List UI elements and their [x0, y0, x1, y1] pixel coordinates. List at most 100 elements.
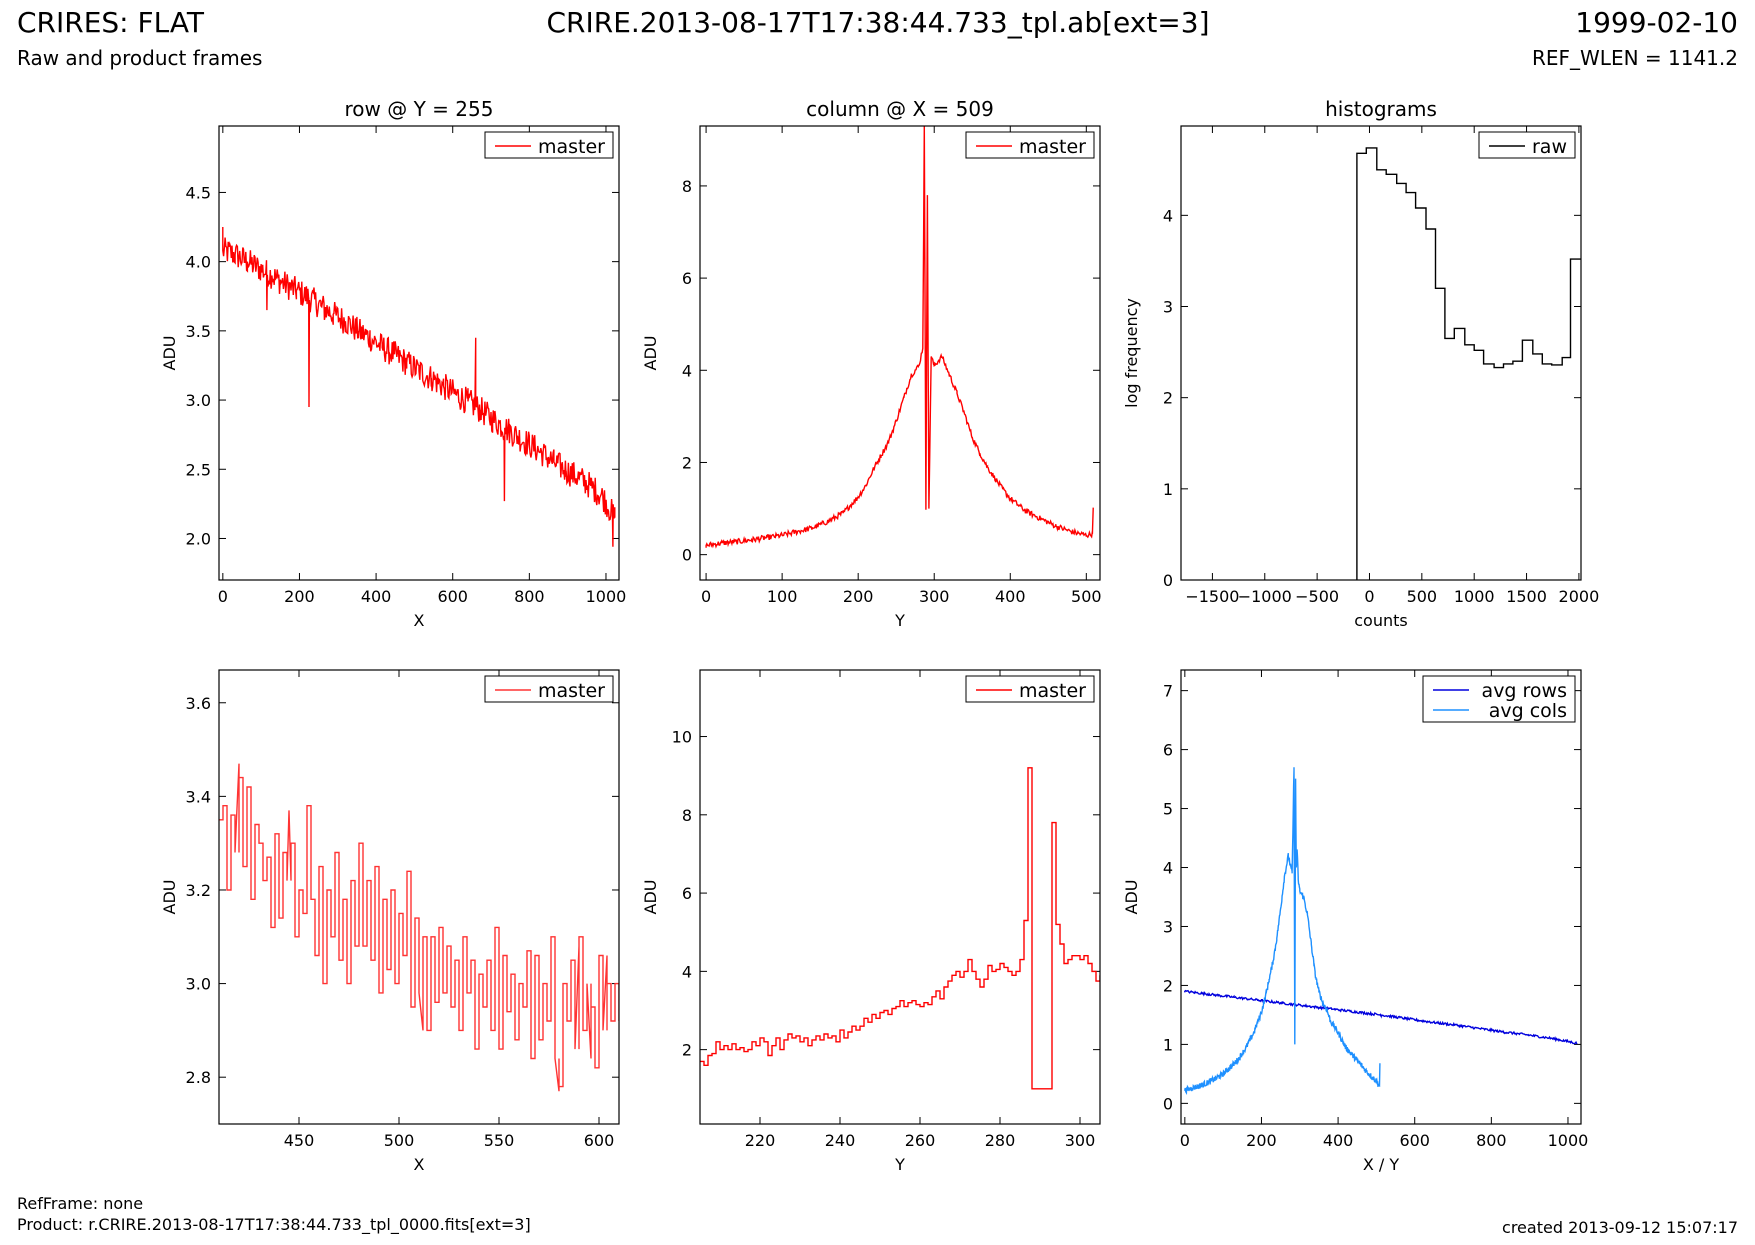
x-tick-label: 240 [825, 1131, 856, 1150]
series-line-master [219, 763, 619, 1092]
legend: master [965, 131, 1095, 159]
legend-label: avg rows [1482, 680, 1567, 702]
y-tick-label: 4 [682, 962, 692, 981]
file-title: CRIRE.2013-08-17T17:38:44.733_tpl.ab[ext… [546, 6, 1210, 39]
chart-row-full: row @ Y = 255 X ADU 0 200 400 600 800 1000 2.0 2.5… [160, 97, 626, 630]
x-tick-label: 200 [1246, 1131, 1277, 1150]
x-tick-label: −1500 [1185, 587, 1239, 606]
x-axis-label: X [414, 1155, 425, 1174]
y-axis-label: ADU [160, 880, 179, 915]
x-axis-label: X / Y [1363, 1155, 1400, 1174]
x-tick-label: 1500 [1506, 587, 1547, 606]
x-tick-label: 1000 [586, 587, 627, 606]
y-tick-label: 0 [682, 546, 692, 565]
chart-col-full: column @ X = 509 Y ADU 0 100 200 300 400 500 0 2 4 6… [641, 97, 1102, 630]
x-tick-label: 500 [1071, 587, 1102, 606]
x-tick-label: 0 [1364, 587, 1374, 606]
plot-frame [1180, 125, 1582, 581]
y-tick-label: 2 [682, 453, 692, 472]
date-label: 1999-02-10 [1575, 6, 1738, 39]
plot-frame [699, 125, 1101, 581]
y-tick-label: 3 [1163, 298, 1173, 317]
x-tick-label: 0 [218, 587, 228, 606]
ref-frame-label: RefFrame: none [17, 1194, 144, 1213]
plot-frame [218, 125, 620, 581]
y-tick-label: 2 [1163, 976, 1173, 995]
x-tick-label: 0 [1180, 1131, 1190, 1150]
x-tick-label: 500 [1407, 587, 1438, 606]
series-line-master [705, 126, 1094, 549]
legend: raw [1478, 131, 1576, 159]
legend: master [484, 675, 614, 703]
x-tick-label: 450 [284, 1131, 315, 1150]
page-title: CRIRES: FLAT [17, 6, 204, 39]
legend-box [1478, 131, 1576, 159]
legend-label: avg cols [1489, 700, 1567, 722]
y-tick-label: 3.0 [186, 391, 211, 410]
series-group [700, 767, 1100, 1090]
y-tick-label: 6 [682, 884, 692, 903]
legend: master [484, 131, 614, 159]
page-subtitle: Raw and product frames [17, 46, 263, 70]
plot-frame [218, 669, 620, 1125]
x-tick-label: 400 [995, 587, 1026, 606]
y-tick-label: 0 [1163, 1094, 1173, 1113]
legend-label: master [1019, 136, 1086, 158]
y-tick-label: 3.5 [186, 322, 211, 341]
x-tick-label: −500 [1295, 587, 1339, 606]
legend: master [965, 675, 1095, 703]
x-tick-label: 0 [701, 587, 711, 606]
series-group [1356, 147, 1581, 580]
chart-avg: X / Y ADU 0 200 400 600 800 1000 0 1 2 3 4 5 6 7 avg row… [1122, 669, 1589, 1174]
y-axis-label: ADU [160, 336, 179, 371]
chart-col-zoom: Y ADU 220 240 260 280 300 2 4 6 8 10 master [641, 669, 1101, 1174]
y-tick-label: 3.0 [186, 975, 211, 994]
series-line-raw [1356, 147, 1581, 580]
y-tick-label: 2.0 [186, 529, 211, 548]
legend-label: raw [1532, 136, 1567, 158]
y-tick-label: 1 [1163, 480, 1173, 499]
x-tick-label: 260 [905, 1131, 936, 1150]
y-tick-label: 2.5 [186, 460, 211, 479]
y-tick-label: 6 [1163, 741, 1173, 760]
legend-box [484, 675, 614, 703]
legend-box [484, 131, 614, 159]
series-line-avg-cols [1184, 767, 1381, 1096]
plot-frame [699, 669, 1101, 1125]
y-tick-label: 4 [1163, 859, 1173, 878]
ref-wlen-label: REF_WLEN = 1141.2 [1531, 46, 1738, 70]
y-tick-label: 0 [1163, 571, 1173, 590]
chart-title: column @ X = 509 [806, 97, 994, 121]
legend-label: master [538, 680, 605, 702]
series-group [219, 763, 619, 1092]
y-tick-label: 2 [682, 1041, 692, 1060]
product-label: Product: r.CRIRE.2013-08-17T17:38:44.733… [17, 1215, 531, 1234]
y-axis-label: ADU [641, 880, 660, 915]
x-tick-label: 220 [745, 1131, 776, 1150]
created-label: created 2013-09-12 15:07:17 [1502, 1218, 1738, 1237]
legend-box [1422, 675, 1576, 723]
plot-frame [1180, 669, 1582, 1125]
y-tick-label: 3.2 [186, 881, 211, 900]
x-tick-label: 200 [284, 587, 315, 606]
x-tick-label: 600 [1399, 1131, 1430, 1150]
x-tick-label: 600 [437, 587, 468, 606]
y-tick-label: 2 [1163, 389, 1173, 408]
x-tick-label: −1000 [1238, 587, 1292, 606]
y-tick-label: 5 [1163, 800, 1173, 819]
legend-box [965, 675, 1095, 703]
y-tick-label: 3.4 [186, 787, 211, 806]
chart-title: histograms [1325, 97, 1437, 121]
y-tick-label: 1 [1163, 1035, 1173, 1054]
legend-label: master [1019, 680, 1086, 702]
y-tick-label: 6 [682, 269, 692, 288]
y-tick-label: 8 [682, 806, 692, 825]
legend-box [965, 131, 1095, 159]
x-tick-label: 800 [1476, 1131, 1507, 1150]
series-line-avg-rows [1184, 989, 1578, 1045]
x-tick-label: 500 [384, 1131, 415, 1150]
x-tick-label: 1000 [1454, 587, 1495, 606]
x-tick-label: 1000 [1548, 1131, 1589, 1150]
y-tick-label: 8 [682, 177, 692, 196]
